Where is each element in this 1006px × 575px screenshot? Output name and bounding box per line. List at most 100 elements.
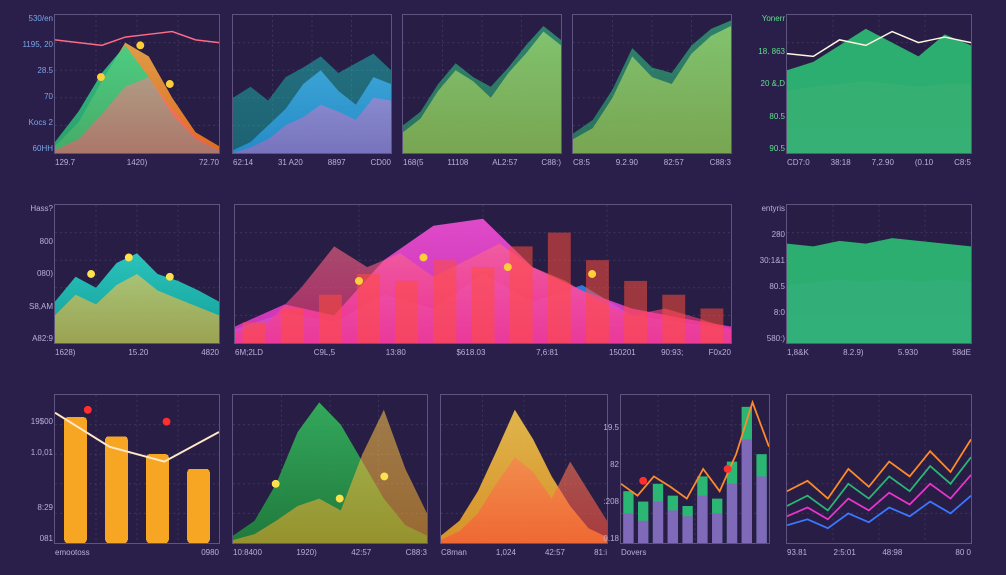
xlabel: 0980 bbox=[201, 548, 219, 557]
p5-xlabels: CD7:038:187,2.90(0.10C8:5 bbox=[787, 158, 971, 167]
xlabel: 1,8&K bbox=[787, 348, 809, 357]
xlabel: F0x20 bbox=[709, 348, 731, 357]
xlabel: 58dE bbox=[952, 348, 971, 357]
ylabel: Yonerr bbox=[753, 15, 785, 23]
p4-xlabels: C8:5 9.2.90 82:57 C88:3 bbox=[573, 158, 731, 167]
xlabel: 2:5:01 bbox=[834, 548, 856, 557]
chart-svg bbox=[55, 395, 219, 543]
chart-p7: 6M;2LDC9L,513:80$618.037,6:8115020190:93… bbox=[234, 204, 732, 344]
p12-ylabels: 19.582:2080.18 bbox=[587, 395, 619, 543]
p7-xlabels: 6M;2LDC9L,513:80$618.037,6:8115020190:93… bbox=[235, 348, 731, 357]
xlabel: 82:57 bbox=[664, 158, 684, 167]
ylabel: 530/en bbox=[21, 15, 53, 23]
ylabel: 19$00 bbox=[21, 418, 53, 426]
xlabel: 1420) bbox=[127, 158, 147, 167]
xlabel: AL2:57 bbox=[492, 158, 517, 167]
xlabel: 11108 bbox=[447, 158, 468, 167]
chart-svg bbox=[621, 395, 769, 543]
chart-svg bbox=[787, 205, 971, 343]
chart-svg bbox=[403, 15, 561, 153]
p11-xlabels: C8man1,02442:5781:i bbox=[441, 548, 607, 557]
chart-p4: C8:59.2.9082:57C88:3 bbox=[572, 14, 732, 154]
ylabel: 80.5 bbox=[753, 113, 785, 121]
chart-svg bbox=[233, 15, 391, 153]
xlabel: 8.2.9) bbox=[843, 348, 863, 357]
ylabel: 580:) bbox=[753, 335, 785, 343]
ylabel: 8:0 bbox=[753, 309, 785, 317]
xlabel: 1628) bbox=[55, 348, 75, 357]
ylabel: 28.5 bbox=[21, 67, 53, 75]
ylabel: 70 bbox=[21, 93, 53, 101]
xlabel: 13:80 bbox=[386, 348, 406, 357]
xlabel: 168(5 bbox=[403, 158, 423, 167]
chart-p8: 1,8&K8.2.9)5.93058dEentyris28030:1&180.5… bbox=[786, 204, 972, 344]
chart-svg bbox=[573, 15, 731, 153]
p3-xlabels: 168(5 11108 AL2:57 C88:) bbox=[403, 158, 561, 167]
chart-svg bbox=[235, 205, 731, 343]
xlabel: 9.2.90 bbox=[616, 158, 638, 167]
ylabel: 18. 863 bbox=[753, 48, 785, 56]
xlabel: C8:5 bbox=[954, 158, 971, 167]
p13-xlabels: 93.812:5:0148:9880 0 bbox=[787, 548, 971, 557]
xlabel: 15.20 bbox=[128, 348, 148, 357]
xlabel: C8man bbox=[441, 548, 467, 557]
ylabel: 80.5 bbox=[753, 283, 785, 291]
chart-p3: 168(511108AL2:57C88:) bbox=[402, 14, 562, 154]
p1-xlabels: 129.71420)72.70 bbox=[55, 158, 219, 167]
ylabel: 82 bbox=[587, 461, 619, 469]
chart-svg bbox=[233, 395, 427, 543]
xlabel: 150201 bbox=[609, 348, 636, 357]
ylabel: A82:9 bbox=[21, 335, 53, 343]
ylabel: 0.18 bbox=[587, 535, 619, 543]
chart-p11: C8man1,02442:5781:i bbox=[440, 394, 608, 544]
xlabel: 7,2.90 bbox=[872, 158, 894, 167]
xlabel: 90:93; bbox=[661, 348, 683, 357]
xlabel: (0.10 bbox=[915, 158, 933, 167]
ylabel: S8,AM bbox=[21, 303, 53, 311]
ylabel: Kocs 2 bbox=[21, 119, 53, 127]
ylabel: 20 &,D bbox=[753, 80, 785, 88]
xlabel: C88:) bbox=[541, 158, 561, 167]
ylabel: 90.5 bbox=[753, 145, 785, 153]
p6-ylabels: Hass?800080)S8,AMA82:9 bbox=[21, 205, 53, 343]
p12-xnote: Dovers bbox=[621, 548, 769, 557]
p1-ylabels: 530/en1195, 2028.570Kocs 260HH bbox=[21, 15, 53, 153]
p8-xlabels: 1,8&K 8.2.9) 5.930 58dE bbox=[787, 348, 971, 357]
ylabel: 1.0,01 bbox=[21, 449, 53, 457]
xlabel: 6M;2LD bbox=[235, 348, 263, 357]
chart-p12: Dovers19.582:2080.18 bbox=[620, 394, 770, 544]
xlabel: 62:14 bbox=[233, 158, 253, 167]
xlabel: Dovers bbox=[621, 548, 646, 557]
xlabel: C8:5 bbox=[573, 158, 590, 167]
p2-xlabels: 62:1431 A208897CD00 bbox=[233, 158, 391, 167]
chart-p5: CD7:038:187,2.90(0.10C8:5Yonerr18. 86320… bbox=[786, 14, 972, 154]
ylabel: 60HH bbox=[21, 145, 53, 153]
xlabel: C88:3 bbox=[710, 158, 731, 167]
chart-svg bbox=[787, 15, 971, 153]
xlabel: 42:57 bbox=[545, 548, 565, 557]
chart-p6: 1628)15.204820Hass?800080)S8,AMA82:9 bbox=[54, 204, 220, 344]
ylabel: 080) bbox=[21, 270, 53, 278]
xlabel: emootoss bbox=[55, 548, 90, 557]
ylabel: 081 bbox=[21, 535, 53, 543]
p9-ylabels: 19$001.0,018:29081 bbox=[21, 395, 53, 543]
xlabel: C9L,5 bbox=[314, 348, 335, 357]
chart-svg bbox=[55, 15, 219, 153]
xlabel: 42:57 bbox=[351, 548, 371, 557]
ylabel: 19.5 bbox=[587, 424, 619, 432]
xlabel: 31 A20 bbox=[278, 158, 303, 167]
xlabel: 80 0 bbox=[955, 548, 971, 557]
xlabel: CD00 bbox=[371, 158, 391, 167]
chart-svg bbox=[787, 395, 971, 543]
xlabel: 1920) bbox=[296, 548, 316, 557]
chart-p1: 129.71420)72.70530/en1195, 2028.570Kocs … bbox=[54, 14, 220, 154]
p6-xlabels: 1628)15.204820 bbox=[55, 348, 219, 357]
chart-svg bbox=[441, 395, 607, 543]
chart-p9: emootoss098019$001.0,018:29081 bbox=[54, 394, 220, 544]
xlabel: C88:3 bbox=[406, 548, 427, 557]
xlabel: 10:8400 bbox=[233, 548, 262, 557]
xlabel: 5.930 bbox=[898, 348, 918, 357]
chart-p2: 62:1431 A208897CD00 bbox=[232, 14, 392, 154]
xlabel: 81:i bbox=[594, 548, 607, 557]
xlabel: $618.03 bbox=[456, 348, 485, 357]
